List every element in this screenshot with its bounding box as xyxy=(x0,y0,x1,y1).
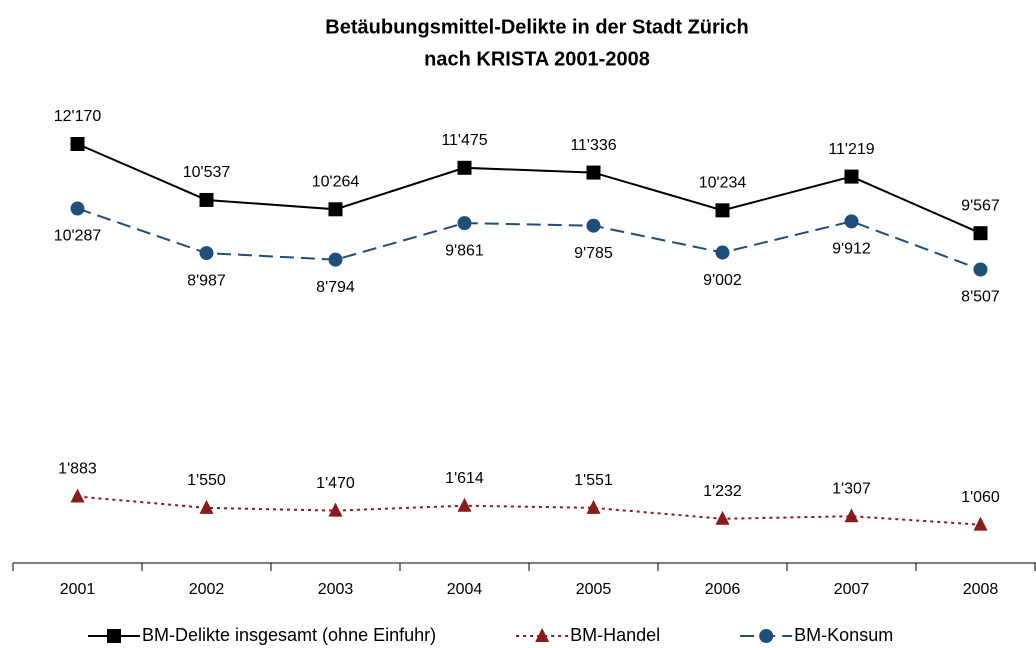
data-point xyxy=(328,252,343,267)
data-point xyxy=(328,502,343,517)
data-point xyxy=(973,226,988,241)
data-point xyxy=(844,214,859,229)
data-label: 9'002 xyxy=(703,272,742,289)
data-label: 8'987 xyxy=(187,272,226,289)
legend-marker xyxy=(107,629,121,643)
series-line xyxy=(77,207,981,271)
data-point xyxy=(199,499,214,514)
data-point xyxy=(586,218,601,233)
data-point xyxy=(70,488,85,503)
data-label: 10'537 xyxy=(183,164,231,181)
data-point xyxy=(70,137,85,151)
data-label: 12'170 xyxy=(54,108,102,125)
data-label: 10'287 xyxy=(54,228,102,245)
series-line xyxy=(77,495,981,526)
data-point xyxy=(715,203,730,218)
data-label: 10'264 xyxy=(312,174,360,191)
legend-marker xyxy=(535,628,550,642)
data-point xyxy=(199,192,214,207)
data-label: 9'861 xyxy=(445,242,484,259)
chart-title: nach KRISTA 2001-2008 xyxy=(424,48,650,70)
data-point xyxy=(457,160,472,175)
data-label: 9'912 xyxy=(832,241,871,258)
data-label: 1'307 xyxy=(832,480,871,497)
data-label: 9'567 xyxy=(961,197,1000,214)
x-tick-label: 2005 xyxy=(576,581,612,598)
data-label: 1'551 xyxy=(574,472,613,489)
data-point xyxy=(328,202,343,217)
data-point xyxy=(457,216,472,231)
legend-label: BM-Delikte insgesamt (ohne Einfuhr) xyxy=(142,625,436,645)
x-tick-label: 2003 xyxy=(318,581,354,598)
x-tick-label: 2002 xyxy=(189,581,225,598)
data-label: 1'883 xyxy=(58,461,97,478)
data-label: 11'475 xyxy=(441,132,487,149)
data-point xyxy=(586,499,601,514)
data-label: 11'219 xyxy=(828,141,874,158)
x-tick-label: 2004 xyxy=(447,581,483,598)
data-label: 8'507 xyxy=(961,289,1000,306)
data-label: 1'550 xyxy=(187,472,226,489)
series-line xyxy=(77,143,981,235)
legend-marker xyxy=(759,629,774,643)
data-label: 10'234 xyxy=(699,175,747,192)
x-tick-label: 2008 xyxy=(963,581,999,598)
data-label: 1'614 xyxy=(445,470,484,487)
x-tick-label: 2001 xyxy=(60,581,96,598)
legend-label: BM-Konsum xyxy=(794,625,893,645)
data-point xyxy=(844,169,859,184)
data-label: 1'060 xyxy=(961,489,1000,506)
data-point xyxy=(973,262,988,277)
data-label: 1'232 xyxy=(703,483,742,500)
x-tick-label: 2006 xyxy=(705,581,741,598)
data-label: 11'336 xyxy=(570,137,616,154)
data-point xyxy=(715,245,730,260)
data-label: 9'785 xyxy=(574,245,613,262)
data-label: 1'470 xyxy=(316,475,355,492)
data-point xyxy=(70,201,85,216)
legend-label: BM-Handel xyxy=(570,625,660,645)
chart-title: Betäubungsmittel-Delikte in der Stadt Zü… xyxy=(325,16,748,38)
data-point xyxy=(586,165,601,180)
data-label: 8'794 xyxy=(316,279,355,296)
data-point xyxy=(457,497,472,512)
data-point xyxy=(715,510,730,525)
data-point xyxy=(199,246,214,261)
data-point xyxy=(973,516,988,531)
x-tick-label: 2007 xyxy=(834,581,870,598)
data-point xyxy=(844,508,859,523)
